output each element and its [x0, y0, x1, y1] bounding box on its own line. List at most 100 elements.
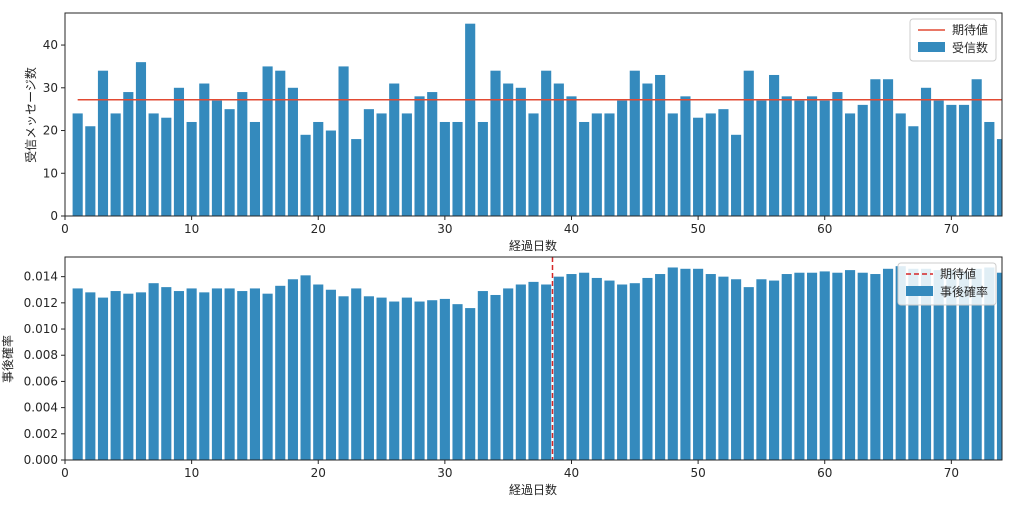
- bar: [249, 121, 260, 216]
- y-tick-label: 0.014: [24, 270, 58, 284]
- bar: [844, 113, 856, 216]
- bar: [477, 121, 488, 216]
- x-tick-label: 70: [944, 222, 959, 236]
- legend-bar-swatch: [906, 286, 933, 296]
- x-tick-label: 20: [311, 222, 326, 236]
- bar: [439, 121, 450, 216]
- bar: [401, 113, 412, 216]
- bar: [857, 272, 868, 460]
- bar: [807, 272, 818, 460]
- legend-label-expected: 期待値: [952, 22, 988, 37]
- bar: [249, 288, 260, 460]
- bar: [325, 130, 336, 216]
- y-axis-label: 受信メッセージ数: [23, 67, 38, 163]
- legend-bar-swatch: [918, 42, 945, 52]
- x-tick-label: 40: [564, 466, 579, 480]
- bar: [427, 92, 438, 216]
- y-ticks: 0 10 20 30 40: [43, 38, 65, 223]
- bar: [237, 291, 248, 460]
- y-tick-label: 0.010: [24, 322, 58, 336]
- x-tick-label: 60: [817, 222, 832, 236]
- bar: [629, 283, 640, 460]
- bar: [617, 284, 628, 460]
- bar: [262, 66, 273, 216]
- bar: [465, 23, 476, 217]
- chart-posterior-probability: 0 10 20 30 40 50 60 70 0.0000.0020.0040.0060.00…: [0, 256, 1003, 497]
- bar: [300, 134, 311, 216]
- bar: [819, 271, 830, 460]
- bar: [743, 70, 754, 216]
- bar: [958, 271, 970, 460]
- bar: [781, 96, 792, 216]
- y-tick-label: 0: [50, 209, 58, 223]
- bar: [984, 267, 995, 460]
- legend-label-expected: 期待値: [940, 266, 976, 281]
- y-tick-label: 0.000: [24, 453, 58, 467]
- bar: [642, 277, 653, 460]
- bar: [680, 268, 691, 460]
- y-tick-label: 0.004: [24, 401, 58, 415]
- bar: [579, 121, 590, 216]
- x-tick-label: 0: [61, 466, 69, 480]
- x-tick-label: 60: [817, 466, 832, 480]
- bar: [933, 100, 944, 216]
- bar: [680, 96, 691, 216]
- x-tick-label: 30: [437, 222, 452, 236]
- bar: [173, 291, 185, 460]
- bar: [984, 121, 995, 216]
- bar: [224, 288, 235, 460]
- bar: [566, 96, 577, 216]
- bar: [452, 121, 463, 216]
- y-tick-label: 0.002: [24, 427, 58, 441]
- bar: [591, 113, 602, 216]
- bar: [224, 109, 235, 216]
- bar: [693, 268, 704, 460]
- bar: [667, 267, 678, 460]
- bar: [72, 113, 83, 216]
- bar: [376, 113, 387, 216]
- bar: [528, 281, 539, 460]
- bar: [579, 272, 590, 460]
- bar: [807, 96, 818, 216]
- y-tick-label: 40: [43, 38, 58, 52]
- bar: [693, 117, 704, 216]
- bar: [338, 296, 349, 460]
- bar: [148, 113, 159, 216]
- bar: [515, 87, 526, 216]
- x-tick-label: 50: [690, 466, 705, 480]
- bar: [186, 288, 197, 460]
- x-axis-label: 経過日数: [509, 482, 557, 497]
- bar: [882, 79, 894, 217]
- bar: [794, 272, 805, 460]
- bar: [389, 301, 400, 460]
- y-tick-label: 0.012: [24, 296, 58, 310]
- bar: [262, 293, 273, 460]
- bar: [769, 280, 780, 460]
- bar: [161, 287, 172, 460]
- bar: [743, 287, 754, 460]
- legend-label-posterior: 事後確率: [940, 284, 988, 299]
- bar: [971, 79, 982, 217]
- bar: [958, 104, 970, 216]
- bar: [604, 280, 615, 460]
- bar: [376, 297, 387, 460]
- bar: [731, 279, 742, 460]
- bar: [566, 274, 577, 460]
- bar: [135, 62, 147, 217]
- bar: [452, 304, 463, 460]
- bar: [211, 288, 223, 460]
- bar: [769, 74, 780, 216]
- bar: [135, 292, 147, 460]
- bar: [199, 292, 210, 460]
- x-tick-label: 20: [311, 466, 326, 480]
- bar: [756, 279, 767, 460]
- bar: [528, 113, 539, 216]
- bar: [515, 284, 526, 460]
- bar: [414, 301, 425, 460]
- bar: [211, 100, 223, 216]
- bar: [718, 109, 729, 216]
- bar: [857, 104, 868, 216]
- bar: [110, 113, 121, 216]
- bar: [832, 92, 843, 216]
